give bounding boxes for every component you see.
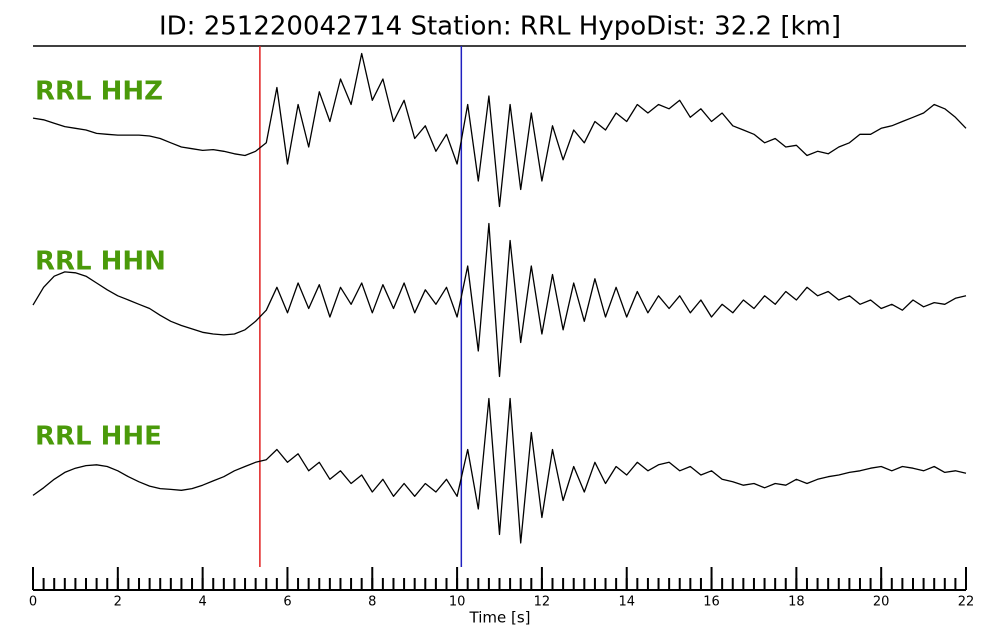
channel-label: RRL HHE xyxy=(35,422,162,452)
x-tick-label: 22 xyxy=(958,595,975,610)
trace xyxy=(32,397,967,544)
channel-label: RRL HHZ xyxy=(35,77,163,107)
x-tick-label: 16 xyxy=(703,595,720,610)
x-tick-label: 0 xyxy=(29,595,37,610)
x-tick-label: 12 xyxy=(534,595,551,610)
chart-title: ID: 251220042714 Station: RRL HypoDist: … xyxy=(159,12,841,42)
x-tick-label: 6 xyxy=(283,595,291,610)
x-tick-label: 18 xyxy=(788,595,805,610)
x-tick-label: 14 xyxy=(618,595,635,610)
trace xyxy=(32,52,967,208)
x-tick-label: 4 xyxy=(198,595,206,610)
channel-label: RRL HHN xyxy=(35,247,166,277)
x-tick-label: 8 xyxy=(368,595,376,610)
x-tick-label: 20 xyxy=(873,595,890,610)
x-axis-label: Time [s] xyxy=(469,609,531,627)
trace xyxy=(32,222,967,378)
x-tick-label: 2 xyxy=(114,595,122,610)
x-tick-label: 10 xyxy=(449,595,466,610)
